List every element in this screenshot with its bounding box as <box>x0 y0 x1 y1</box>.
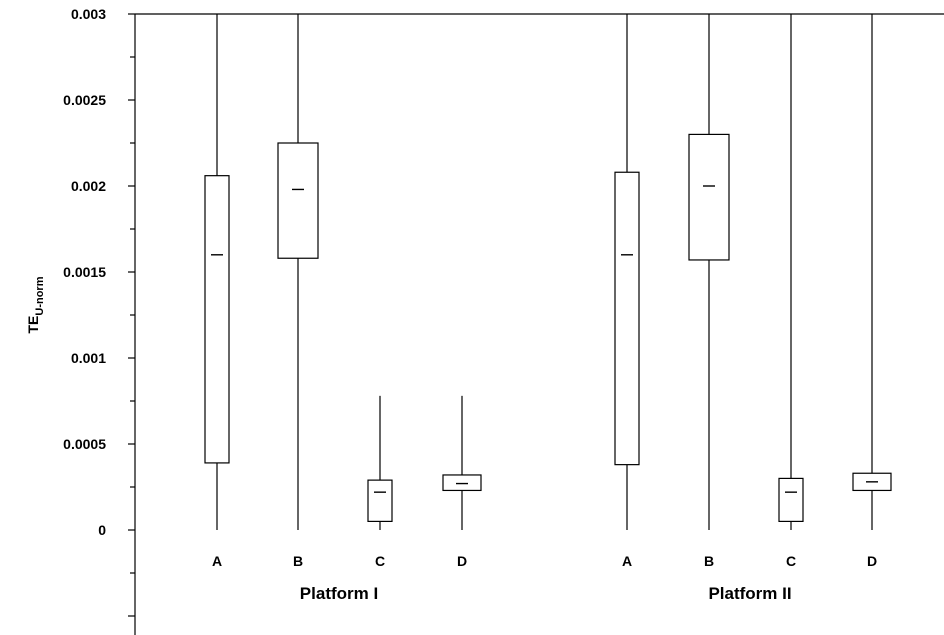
category-label: A <box>212 553 222 569</box>
group-label: Platform II <box>708 584 791 603</box>
category-label: B <box>704 553 714 569</box>
category-label: D <box>867 553 877 569</box>
category-label: D <box>457 553 467 569</box>
box-body <box>277 142 319 259</box>
box-platform-ii-b <box>688 14 730 530</box>
box-platform-i-c <box>367 395 393 530</box>
boxes <box>204 14 892 530</box>
box-platform-ii-a <box>614 14 640 530</box>
category-label: C <box>786 553 796 569</box>
box-platform-i-b <box>277 14 319 530</box>
y-tick-label: 0.002 <box>71 178 106 194</box>
group-label: Platform I <box>300 584 378 603</box>
y-tick-label: 0.0005 <box>63 436 106 452</box>
y-axis-title: TEU-norm <box>25 276 46 333</box>
y-tick-label: 0.0025 <box>63 92 106 108</box>
y-axis-title-main: TE <box>25 316 41 334</box>
y-ticks: 0.003 0.0025 0.002 0.0015 0.001 0.0005 0 <box>63 6 135 617</box>
y-tick-label: 0.003 <box>71 6 106 22</box>
axes <box>134 13 944 635</box>
box-body <box>442 474 482 492</box>
box-platform-ii-c <box>778 14 804 530</box>
category-label: C <box>375 553 385 569</box>
category-label: A <box>622 553 632 569</box>
y-tick-label: 0.001 <box>71 350 106 366</box>
box-platform-i-a <box>204 14 230 530</box>
category-label: B <box>293 553 303 569</box>
box-body <box>367 479 393 522</box>
box-body <box>614 171 640 466</box>
y-tick-label: 0 <box>98 522 106 538</box>
box-body <box>204 175 230 464</box>
y-axis-title-subscript: U-norm <box>34 276 46 315</box>
category-labels: A B C D Platform I A B C D Platform II <box>212 553 877 603</box>
box-body <box>778 477 804 522</box>
box-platform-ii-d <box>852 14 892 530</box>
box-platform-i-d <box>442 395 482 530</box>
y-tick-label: 0.0015 <box>63 264 106 280</box>
box-body <box>688 133 730 261</box>
